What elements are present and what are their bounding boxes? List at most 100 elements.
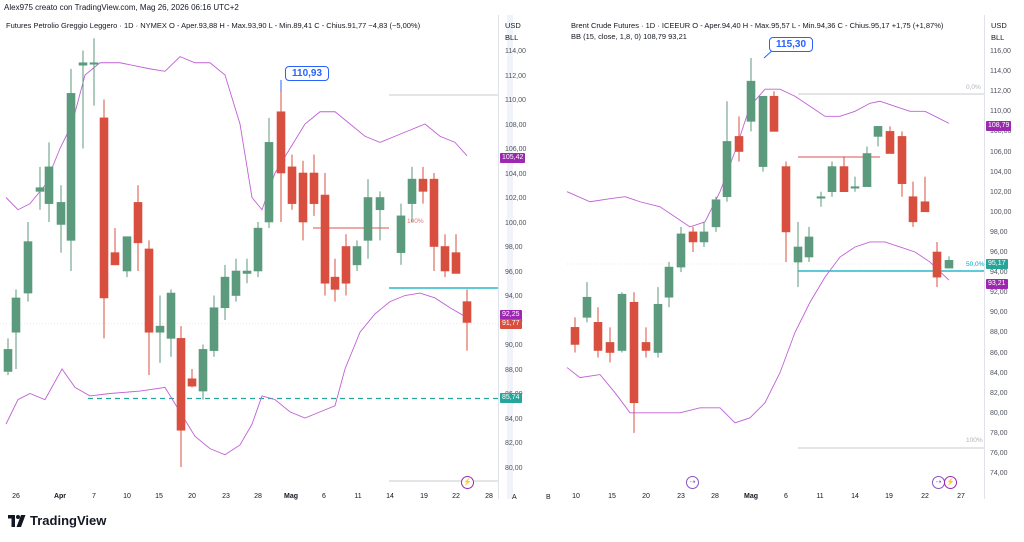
date-tick: 26 bbox=[12, 493, 20, 500]
candle-body bbox=[617, 293, 627, 351]
price-tick: 90,00 bbox=[505, 342, 523, 349]
left-bb-lower bbox=[5, 292, 468, 456]
date-tick: 11 bbox=[816, 493, 824, 500]
price-tick: 110,00 bbox=[505, 97, 526, 104]
candle-body bbox=[897, 136, 907, 184]
left-axis-button[interactable]: A bbox=[512, 494, 517, 501]
date-tick: 10 bbox=[123, 493, 131, 500]
candle-body bbox=[451, 252, 461, 274]
date-tick: 19 bbox=[420, 493, 428, 500]
candle-body bbox=[35, 187, 45, 192]
candle-body bbox=[429, 178, 439, 247]
candle-body bbox=[758, 95, 768, 167]
date-tick: 7 bbox=[92, 493, 96, 500]
right-fib-top-label: 0,0% bbox=[966, 84, 981, 91]
date-tick: Mag bbox=[744, 493, 758, 500]
date-tick: 14 bbox=[851, 493, 859, 500]
candle-body bbox=[66, 93, 76, 241]
candle-body bbox=[352, 246, 362, 266]
candle-body bbox=[605, 342, 615, 353]
date-tick: 28 bbox=[485, 493, 493, 500]
lightning-icon-2[interactable]: ⚡ bbox=[944, 476, 957, 489]
left-high-callout: 110,93 bbox=[285, 66, 330, 81]
left-bb-lower-tag: 92,25 bbox=[500, 310, 522, 320]
left-bb-upper-tag: 105,42 bbox=[500, 153, 526, 163]
right-bb-lower-tag: 93,21 bbox=[986, 279, 1008, 289]
right-axis-button[interactable]: B bbox=[546, 494, 551, 501]
candle-body bbox=[231, 270, 241, 296]
price-tick: 98,00 bbox=[990, 228, 1008, 236]
date-tick: 27 bbox=[957, 493, 965, 500]
jump-to-realtime-icon[interactable]: ⇢ bbox=[686, 476, 699, 489]
price-tick: 84,00 bbox=[505, 415, 523, 423]
tradingview-logo[interactable]: TradingView bbox=[8, 513, 106, 528]
candle-body bbox=[110, 252, 120, 266]
date-tick: 28 bbox=[711, 493, 719, 500]
candle-body bbox=[582, 296, 592, 318]
candle-body bbox=[78, 62, 88, 66]
price-tick: 82,00 bbox=[990, 389, 1008, 397]
candle-body bbox=[309, 172, 319, 204]
candle-body bbox=[862, 153, 872, 187]
right-close-tag: 95,17 bbox=[986, 259, 1008, 269]
candle-body bbox=[746, 80, 756, 122]
pane-separator[interactable] bbox=[507, 15, 513, 499]
right-high-callout: 115,30 bbox=[769, 37, 814, 52]
date-tick: 19 bbox=[885, 493, 893, 500]
candle-body bbox=[89, 62, 99, 65]
candle-body bbox=[827, 166, 837, 192]
lightning-icon[interactable]: ⚡ bbox=[461, 476, 474, 489]
date-tick: 22 bbox=[921, 493, 929, 500]
left-price-axis-border bbox=[498, 15, 499, 499]
price-tick: 108,00 bbox=[505, 121, 527, 129]
candle-body bbox=[320, 194, 330, 284]
date-tick: 22 bbox=[452, 493, 460, 500]
candle-body bbox=[920, 201, 930, 213]
candle-body bbox=[769, 95, 779, 132]
candle-body bbox=[653, 303, 663, 353]
candle-body bbox=[176, 338, 186, 431]
right-fib-bottom-label: 100% bbox=[966, 437, 983, 444]
candle-body bbox=[711, 199, 721, 228]
candle-body bbox=[287, 166, 297, 204]
price-tick: 116,00 bbox=[990, 48, 1011, 55]
candle-body bbox=[133, 202, 143, 244]
candle-body bbox=[440, 246, 450, 272]
right-price-axis-border bbox=[984, 15, 985, 499]
price-tick: 104,00 bbox=[990, 168, 1012, 176]
price-tick: 92,00 bbox=[990, 289, 1008, 297]
candle-body bbox=[11, 297, 21, 333]
candle-body bbox=[363, 197, 373, 241]
price-tick: 112,00 bbox=[990, 88, 1011, 96]
price-tick: 78,00 bbox=[990, 429, 1008, 437]
candle-body bbox=[166, 292, 176, 339]
candle-body bbox=[932, 251, 942, 278]
price-tick: 114,00 bbox=[990, 68, 1011, 76]
candle-body bbox=[908, 196, 918, 223]
candle-body bbox=[839, 166, 849, 192]
candle-body bbox=[664, 266, 674, 298]
candle-body bbox=[3, 349, 13, 372]
candle-body bbox=[155, 325, 165, 333]
candle-body bbox=[187, 378, 197, 387]
date-tick: 14 bbox=[386, 493, 394, 500]
candle-body bbox=[253, 227, 263, 272]
candle-body bbox=[23, 241, 33, 294]
right-bb-lower bbox=[566, 241, 950, 424]
price-tick: 108,00 bbox=[990, 128, 1012, 136]
price-tick: 96,00 bbox=[990, 249, 1008, 256]
candle-body bbox=[341, 246, 351, 284]
candle-body bbox=[873, 126, 883, 137]
candle-body bbox=[944, 260, 954, 269]
price-tick: 80,00 bbox=[505, 464, 523, 472]
price-tick: 112,00 bbox=[505, 72, 526, 80]
candle-body bbox=[264, 142, 274, 223]
price-tick: 98,00 bbox=[505, 244, 523, 251]
candle-body bbox=[375, 197, 385, 211]
left-close-tag: 91,77 bbox=[500, 319, 522, 329]
price-tick: 76,00 bbox=[990, 450, 1008, 457]
price-tick: 74,00 bbox=[990, 470, 1008, 478]
price-tick: 100,00 bbox=[505, 219, 527, 227]
date-tick: 20 bbox=[188, 493, 196, 500]
